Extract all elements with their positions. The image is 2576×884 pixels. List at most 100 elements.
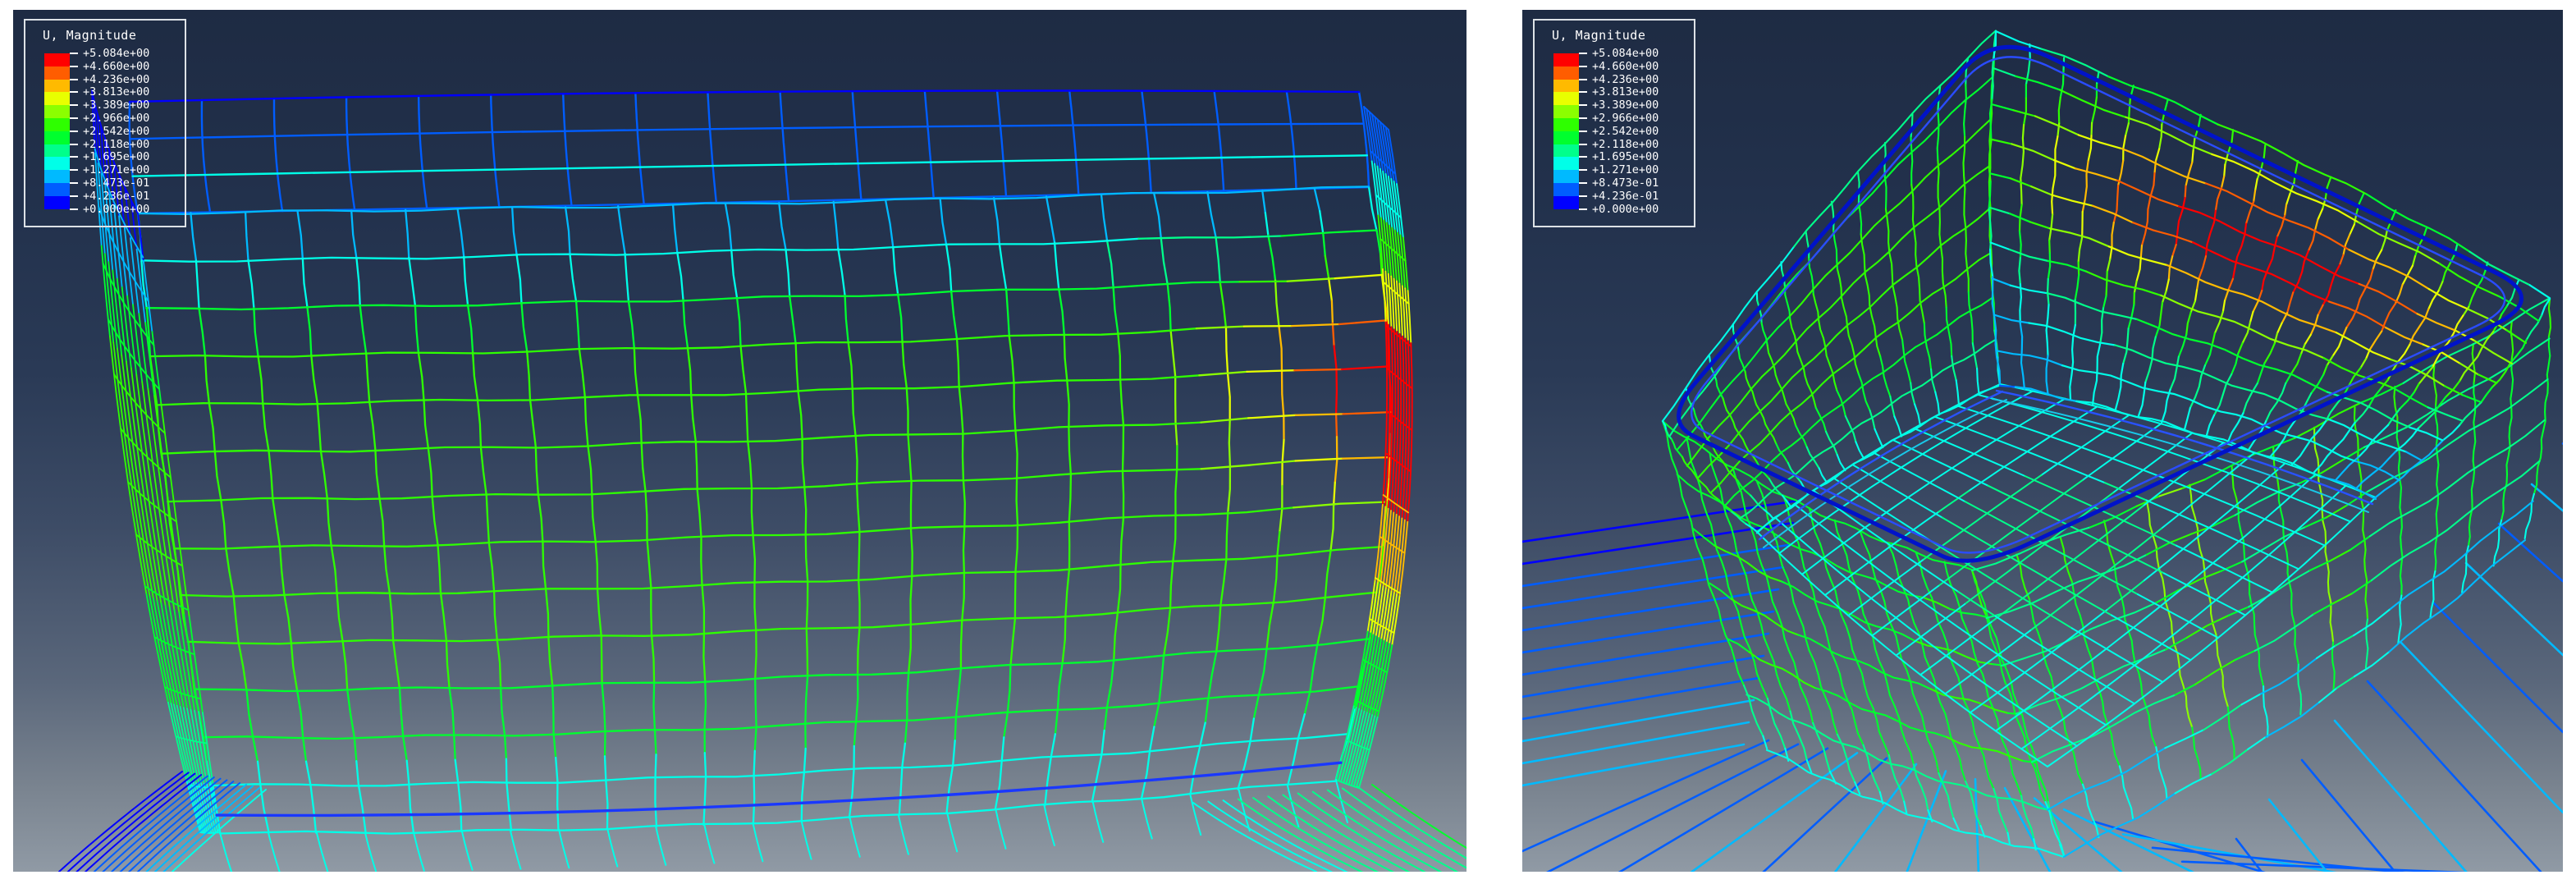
legend-title: U, Magnitude [43,28,137,43]
legend-tick-label: +2.542e+00 [83,124,150,138]
legend-tick-label: +1.695e+00 [1592,150,1659,164]
legend-tick-label: +1.271e+00 [1592,163,1659,177]
legend-tick [1579,53,1587,54]
legend-tick-label: +3.389e+00 [1592,98,1659,112]
rim-outline [1677,44,2524,563]
legend-tick-label: +2.118e+00 [1592,137,1659,151]
legend-color-swatch [44,66,70,80]
legend-tick-label: +2.966e+00 [1592,112,1659,125]
legend-color-swatch [44,118,70,131]
legend-color-swatch [1553,79,1579,93]
legend-tick-label: +3.389e+00 [83,98,150,112]
legend-tick-label: +4.660e+00 [83,59,150,73]
legend-color-swatch [1553,92,1579,106]
inner-wall-far-hot [1988,30,2551,501]
legend-tick [1579,65,1587,67]
legend-tick-label: +2.118e+00 [83,137,150,151]
legend-color-swatch [44,105,70,119]
bottom-edge-highlight [215,761,1343,818]
legend-tick [70,130,78,132]
legend-scale: +5.084e+00 +4.660e+00 +4.236e+00 +3.813e+00… [1535,21,1694,226]
legend-tick-label: +2.966e+00 [83,112,150,125]
legend-tick-label: +3.813e+00 [1592,85,1659,99]
legend-tick-label: +1.271e+00 [83,163,150,177]
legend-tick [70,208,78,210]
legend-color-swatch [1553,53,1579,66]
top-rim-band [128,89,1370,215]
legend-tick [1579,208,1587,210]
legend-tick-label: +2.542e+00 [1592,124,1659,138]
legend-color-swatch [44,79,70,93]
left-edge-bundle [91,89,221,834]
legend-tick [70,117,78,119]
legend-tick-label: +1.695e+00 [83,150,150,164]
legend-tick [70,143,78,145]
wireframe-canvas-isometric [1522,30,2563,872]
legend-color-swatch [1553,183,1579,196]
wireframe-canvas-side [58,89,1466,872]
legend-tick [1579,143,1587,145]
legend-color-swatch [44,157,70,171]
floor-mesh [1756,383,2377,767]
legend-color-swatch [1553,105,1579,119]
legend-tick [1579,104,1587,107]
legend-color-swatch [1553,157,1579,171]
legend-tick-label: +0.000e+00 [83,202,150,216]
legend-tick [1579,117,1587,119]
legend-color-swatch [44,131,70,144]
legend-tick-label: +4.236e+00 [1592,72,1659,86]
legend-tick [70,169,78,172]
contour-legend: U, Magnitude +5.084e+00 +4.660e+00 +4.236e… [1533,19,1695,227]
legend-color-swatch [1553,144,1579,158]
base-stub-lines [219,779,1348,872]
legend-tick-label: +5.084e+00 [83,47,150,60]
front-wall-mesh [136,186,1393,835]
legend-color-swatch [1553,131,1579,144]
legend-tick [1579,156,1587,158]
legend-color-swatch [44,183,70,196]
legend-tick [70,104,78,107]
legend-title: U, Magnitude [1552,28,1646,43]
legend-tick-label: +4.236e+00 [83,72,150,86]
inner-wall-left [1661,30,2002,534]
legend-color-swatch [44,144,70,158]
legend-color-swatch [44,53,70,66]
legend-tick-label: +0.000e+00 [1592,202,1659,216]
legend-tick [1579,130,1587,132]
legend-tick [1579,182,1587,184]
legend-color-swatch [44,195,70,209]
outer-wall-left [1661,419,2066,859]
legend-color-swatch [44,170,70,184]
flange-lines-right [1192,784,1466,872]
legend-tick-label: +4.236e-01 [83,189,150,203]
legend-tick [1579,195,1587,197]
legend-tick [70,156,78,158]
legend-tick [70,91,78,94]
legend-tick-label: +3.813e+00 [83,85,150,99]
legend-color-swatch [1553,170,1579,184]
legend-color-swatch [1553,195,1579,209]
flange-lines-left [58,771,267,872]
right-edge-bundle [1335,106,1413,789]
flange-fan-lines [1522,442,2563,872]
legend-tick-label: +8.473e-01 [1592,176,1659,190]
legend-tick [1579,78,1587,80]
legend-tick [70,195,78,197]
legend-tick [70,53,78,54]
legend-tick-label: +5.084e+00 [1592,47,1659,60]
legend-tick [1579,169,1587,172]
contour-legend: U, Magnitude +5.084e+00 +4.660e+00 +4.236e… [24,19,186,227]
legend-tick [70,182,78,184]
floor-corner-transition [1758,389,2374,548]
legend-color-swatch [44,92,70,106]
legend-tick-label: +8.473e-01 [83,176,150,190]
viewport-side-view[interactable]: U, Magnitude +5.084e+00 +4.660e+00 +4.236e… [13,10,1466,872]
legend-tick-label: +4.236e-01 [1592,189,1659,203]
legend-color-swatch [1553,66,1579,80]
legend-tick-label: +4.660e+00 [1592,59,1659,73]
legend-scale: +5.084e+00 +4.660e+00 +4.236e+00 +3.813e+00… [25,21,185,226]
legend-color-swatch [1553,118,1579,131]
outer-wall-right [1970,297,2552,858]
viewport-isometric-view[interactable]: U, Magnitude +5.084e+00 +4.660e+00 +4.236e… [1522,10,2563,872]
